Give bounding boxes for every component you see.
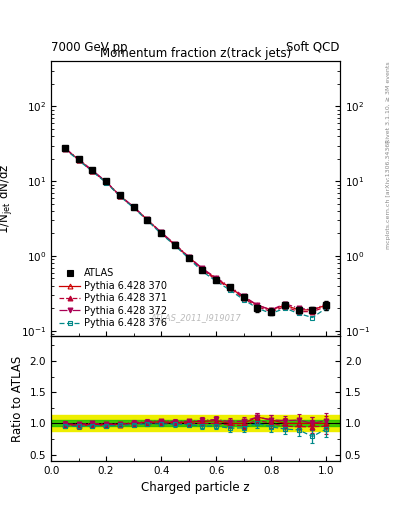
Text: Soft QCD: Soft QCD [286,41,340,54]
Text: mcplots.cern.ch [arXiv:1306.3436]: mcplots.cern.ch [arXiv:1306.3436] [386,140,391,249]
Y-axis label: Ratio to ATLAS: Ratio to ATLAS [11,355,24,441]
Text: 7000 GeV pp: 7000 GeV pp [51,41,128,54]
Legend: ATLAS, Pythia 6.428 370, Pythia 6.428 371, Pythia 6.428 372, Pythia 6.428 376: ATLAS, Pythia 6.428 370, Pythia 6.428 37… [56,266,170,331]
Text: Rivet 3.1.10, ≥ 3M events: Rivet 3.1.10, ≥ 3M events [386,61,391,143]
X-axis label: Charged particle z: Charged particle z [141,481,250,494]
Text: ATLAS_2011_I919017: ATLAS_2011_I919017 [150,313,241,322]
Title: Momentum fraction z(track jets): Momentum fraction z(track jets) [100,47,291,60]
Y-axis label: 1/N$_\mathrm{jet}$ dN/dz: 1/N$_\mathrm{jet}$ dN/dz [0,163,15,234]
